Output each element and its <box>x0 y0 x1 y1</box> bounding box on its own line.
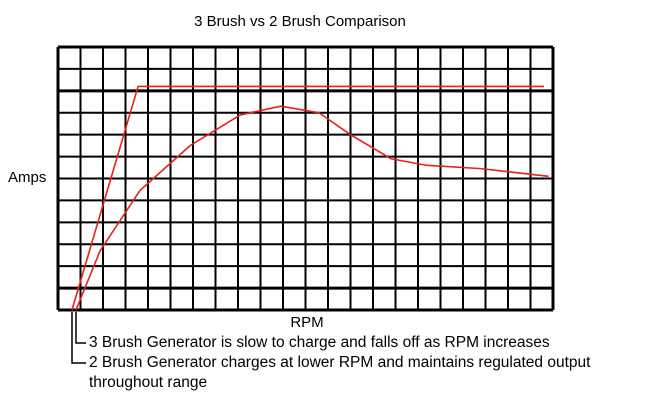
grid <box>56 45 555 312</box>
y-axis-label: Amps <box>8 169 46 186</box>
leader-line <box>71 312 86 364</box>
plot-lines <box>71 85 549 311</box>
series-line <box>75 105 549 311</box>
series-line <box>71 85 544 311</box>
legend-entry: 2 Brush Generator charges at lower RPM a… <box>89 354 591 391</box>
chart-title: 3 Brush vs 2 Brush Comparison <box>194 13 406 30</box>
x-axis-label: RPM <box>290 314 323 331</box>
legend-entry: 3 Brush Generator is slow to charge and … <box>89 334 550 351</box>
leader-line <box>75 312 86 344</box>
